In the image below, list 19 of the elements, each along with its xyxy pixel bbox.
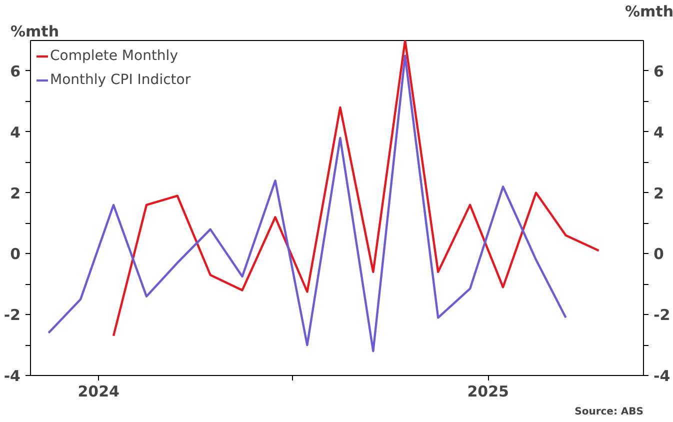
y-tick-label: -2: [4, 306, 21, 324]
x-tick-label: 2025: [467, 382, 509, 400]
y-tick-label: 6: [10, 62, 20, 80]
y2-axis-title: %mth: [624, 2, 673, 20]
y2-tick-label: 6: [654, 62, 664, 80]
y-tick-label: 2: [10, 184, 20, 202]
y-axis-title: %mth: [10, 22, 60, 40]
y-tick-label: 4: [10, 123, 20, 142]
source-note: Source: ABS: [574, 406, 644, 418]
y2-tick-label: 4: [654, 123, 664, 142]
y-tick-label: -4: [4, 367, 21, 385]
y2-tick-label: -4: [654, 367, 670, 385]
legend-label: Monthly CPI Indictor: [50, 72, 191, 88]
y-tick-label: 0: [10, 245, 20, 264]
y2-tick-label: 0: [654, 245, 664, 264]
x-tick-label: 2024: [78, 382, 120, 400]
y2-tick-label: 2: [654, 184, 664, 202]
y2-tick-label: -2: [654, 306, 670, 324]
legend-label: Complete Monthly: [50, 48, 178, 64]
